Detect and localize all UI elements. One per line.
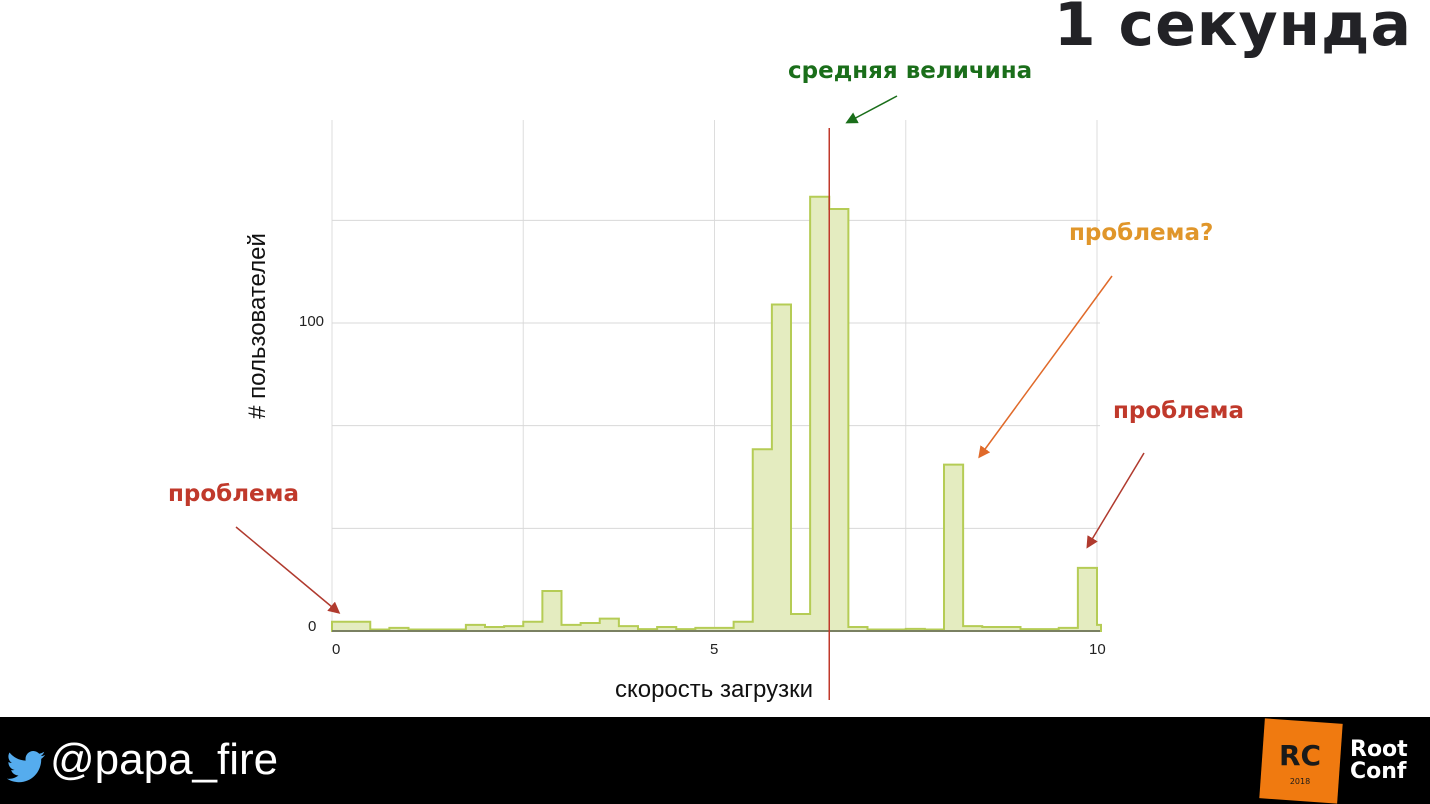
twitter-icon xyxy=(6,751,46,783)
problem-right-annotation: проблема xyxy=(1113,398,1244,424)
problem-left-arrow xyxy=(235,526,341,614)
histogram-chart xyxy=(235,95,1145,700)
logo-name-line2: Conf xyxy=(1350,759,1407,784)
x-tick-5: 5 xyxy=(710,641,719,658)
problem-maybe-arrow xyxy=(978,275,1113,459)
x-axis-label: скорость загрузки xyxy=(614,676,814,703)
chart-bars xyxy=(331,195,1102,632)
logo-rc-text: RC xyxy=(1278,739,1322,772)
logo-name-line1: Root xyxy=(1350,737,1408,762)
problem-maybe-annotation: проблема? xyxy=(1069,220,1214,246)
mean-annotation: средняя величина xyxy=(788,58,1033,84)
problem-right-arrow xyxy=(1086,452,1145,549)
twitter-handle: @papa_fire xyxy=(50,735,279,784)
problem-left-annotation: проблема xyxy=(168,481,299,507)
logo-year: 2018 xyxy=(1289,777,1311,786)
footer-bar: @papa_fire RC 2018 Root Conf xyxy=(0,717,1430,804)
y-tick-100: 100 xyxy=(299,313,325,330)
x-tick-0: 0 xyxy=(332,641,341,658)
logo-name: Root Conf xyxy=(1350,739,1420,783)
slide-title: 1 секунда xyxy=(1053,0,1412,60)
y-axis-label: # пользователей xyxy=(244,233,271,419)
mean-arrow xyxy=(845,95,898,124)
y-tick-0: 0 xyxy=(308,618,317,635)
x-tick-10: 10 xyxy=(1089,641,1106,658)
chart-grid xyxy=(331,120,1100,631)
